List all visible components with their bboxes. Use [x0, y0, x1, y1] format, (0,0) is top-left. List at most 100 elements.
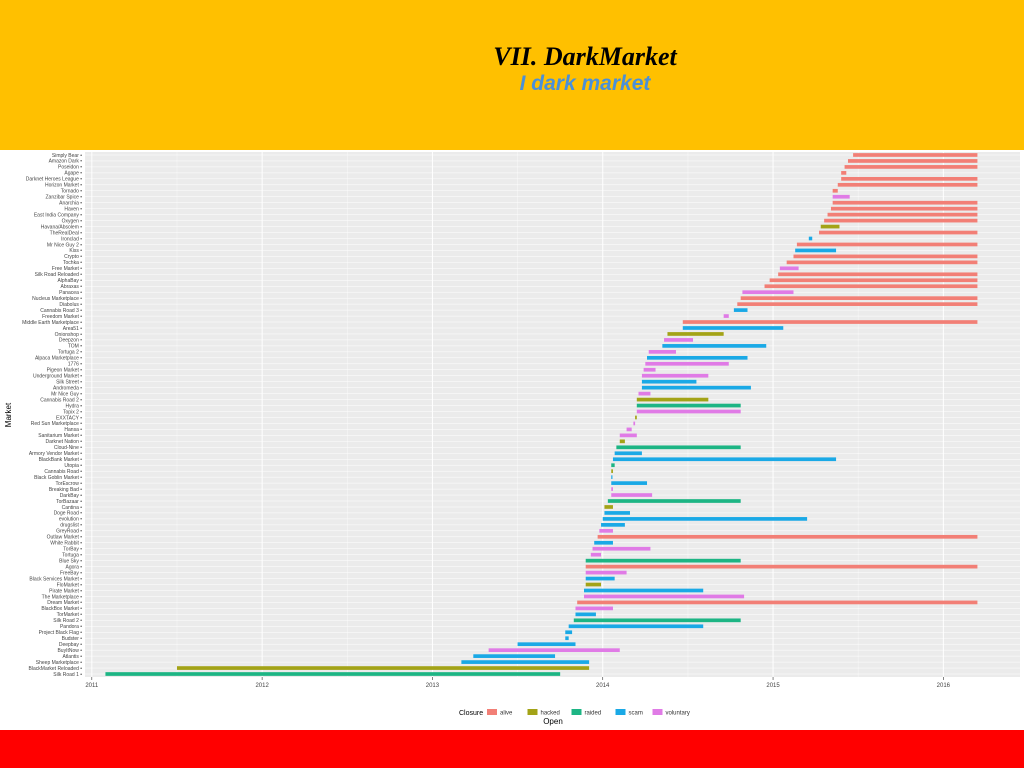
market-bar	[662, 344, 767, 348]
market-label: Silk Road 1 •	[53, 672, 82, 678]
market-label: Abraxas •	[61, 284, 83, 290]
market-bar	[779, 266, 799, 271]
market-label: Pandora •	[60, 624, 82, 630]
legend-swatch	[615, 709, 626, 715]
market-label: Havana/Absolem •	[41, 224, 82, 230]
market-bar	[723, 314, 729, 318]
market-bar	[105, 672, 561, 676]
legend-swatch	[487, 709, 497, 715]
market-label: The Marketplace •	[42, 594, 83, 600]
market-label: Red Sun Marketplace •	[31, 421, 82, 427]
x-axis-label: Open	[543, 717, 563, 726]
slide-title: VII. DarkMarket	[493, 42, 677, 71]
market-label: Tochka •	[63, 260, 82, 266]
market-bar	[635, 415, 637, 420]
market-label: Darknet Heroes League •	[26, 177, 82, 183]
market-label: Anarchia •	[59, 201, 82, 207]
market-bar	[594, 540, 613, 545]
chart-legend: Closure alive hacked raided scam voluntary	[459, 709, 690, 717]
market-bar	[664, 338, 694, 342]
market-bar	[517, 642, 576, 647]
market-label: AlphaBay •	[57, 278, 82, 284]
market-bar	[585, 582, 602, 587]
market-bar	[619, 439, 625, 444]
market-label: 1776 •	[68, 362, 83, 368]
market-bar	[611, 493, 653, 497]
market-bar	[645, 361, 729, 366]
legend-swatch	[652, 709, 663, 715]
market-bar	[641, 379, 697, 384]
market-label: BlackMarket Reloaded •	[29, 666, 83, 672]
market-label: Budster •	[62, 636, 83, 642]
market-label: Free Market •	[52, 266, 82, 272]
market-label: evolution •	[59, 517, 82, 523]
market-label: Utopia •	[64, 463, 82, 469]
market-bar	[786, 260, 978, 265]
market-label: Ironclad •	[61, 236, 82, 242]
footer-band	[0, 730, 1024, 768]
market-label: Cannabis Road 3 •	[40, 308, 82, 314]
market-bar	[575, 612, 596, 617]
x-tick-label: 2012	[255, 683, 269, 689]
market-bar	[808, 236, 813, 241]
market-bar	[641, 385, 751, 390]
market-bar	[819, 230, 978, 235]
market-label: Tortuga 2 •	[58, 350, 82, 356]
market-bar	[584, 594, 745, 599]
market-bar	[847, 159, 978, 163]
x-tick-labels: 2011 2012 2013 2014 2015 2016	[85, 677, 951, 689]
market-bar	[832, 194, 850, 199]
market-bar	[585, 570, 627, 575]
market-bar	[611, 481, 648, 485]
market-label: Breaking Bad •	[49, 487, 82, 493]
market-bar	[611, 475, 613, 479]
market-bar	[601, 523, 625, 527]
market-bar	[667, 332, 724, 336]
legend-label: raided	[585, 711, 602, 717]
market-label: Agora •	[66, 564, 83, 570]
market-bar	[820, 224, 840, 229]
market-bar	[636, 409, 741, 414]
market-label: Andromeda •	[53, 385, 82, 391]
legend-entry-hacked: hacked	[527, 709, 560, 717]
market-bar	[795, 248, 837, 253]
legend-label: hacked	[541, 711, 560, 717]
market-label: TorBay •	[63, 547, 82, 553]
market-bar	[607, 499, 741, 503]
market-bar	[597, 534, 978, 539]
legend-entry-alive: alive	[487, 709, 513, 717]
market-bar	[590, 552, 602, 557]
market-bar	[769, 278, 978, 283]
market-bar	[648, 350, 676, 354]
market-bar	[585, 564, 978, 569]
market-label: drugslist •	[60, 523, 82, 529]
market-bar	[793, 254, 978, 259]
market-label: Project Black Flag •	[39, 630, 83, 636]
market-bar	[461, 660, 590, 664]
market-bar	[488, 648, 620, 653]
market-label: Silk Road 2 •	[53, 618, 82, 624]
market-label: Deepbay •	[59, 642, 82, 648]
market-label: EXXTACY •	[56, 415, 82, 421]
market-bar	[573, 618, 741, 623]
market-bar	[616, 445, 741, 450]
market-label: TorBazaar •	[56, 499, 82, 505]
market-label: Sheep Marketplace •	[36, 660, 82, 666]
market-bar	[638, 391, 651, 396]
market-label: Oxygen •	[62, 218, 83, 224]
market-bar	[682, 326, 784, 330]
slide-subtitle: I dark market	[519, 72, 651, 95]
market-bar	[611, 469, 613, 474]
market-label: Cantina •	[62, 505, 83, 511]
market-label: Onionshop •	[55, 332, 83, 338]
market-label: TorMarket •	[57, 612, 83, 618]
legend-label: voluntary	[666, 711, 690, 717]
market-label: BuyItNow •	[57, 648, 82, 654]
market-label: Silk Road Reloaded •	[35, 272, 83, 278]
market-label: Doge Road •	[54, 511, 83, 517]
legend-swatch	[527, 709, 538, 715]
legend-entry-scam: scam	[615, 709, 643, 717]
market-bar	[647, 355, 748, 360]
market-label: Atlantis •	[62, 654, 82, 660]
market-bar	[565, 636, 569, 641]
